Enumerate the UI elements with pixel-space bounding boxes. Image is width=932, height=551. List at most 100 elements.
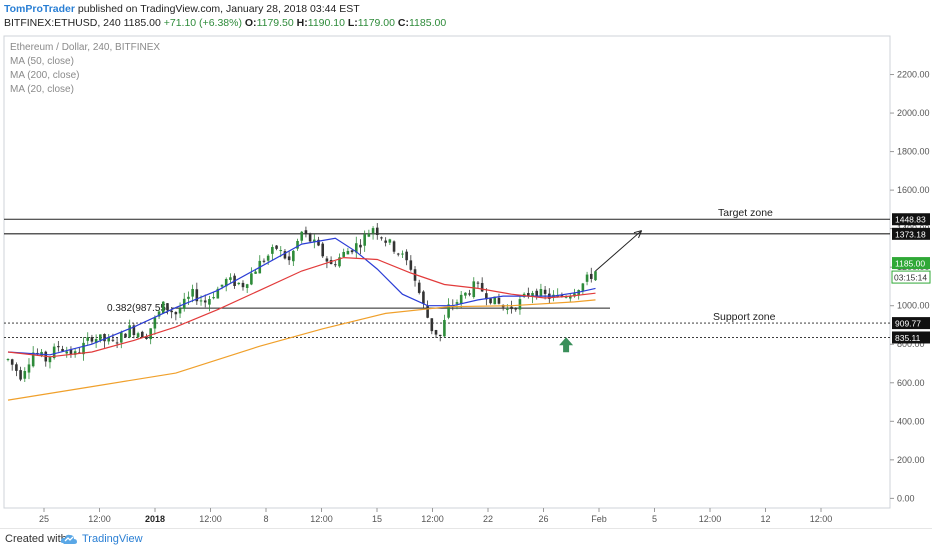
candle-body: [208, 299, 211, 305]
ma50-line: [7, 256, 596, 358]
candle-body: [23, 370, 27, 379]
price-chart[interactable]: 0.00200.00400.00600.00800.001000.001200.…: [0, 0, 932, 528]
candle-body: [354, 243, 358, 253]
candle-body: [380, 237, 383, 239]
candle-body: [455, 302, 459, 304]
candle-body: [271, 247, 274, 254]
zone-label: Target zone: [718, 207, 773, 219]
y-tick-label: 2200.00: [897, 70, 930, 80]
candle-body: [48, 356, 52, 363]
candle-body: [359, 244, 362, 248]
candle-body: [405, 251, 408, 261]
candle-body: [10, 359, 14, 365]
candle-body: [149, 328, 152, 340]
candle-body: [199, 300, 203, 302]
x-tick-label: 5: [652, 514, 657, 524]
footer-brand[interactable]: TradingView: [82, 533, 143, 545]
candle-body: [527, 293, 530, 297]
plot-area: [3, 35, 891, 509]
candle-body: [27, 364, 31, 373]
candle-body: [245, 284, 249, 288]
candle-body: [367, 233, 371, 237]
candle-body: [564, 296, 568, 298]
candle-body: [203, 300, 207, 303]
candle-body: [510, 306, 513, 310]
candle-body: [388, 239, 392, 243]
x-tick-label: 12:00: [421, 514, 444, 524]
candle-body: [69, 349, 73, 355]
close-value: 1185.00: [409, 17, 447, 29]
candle-body: [15, 364, 18, 371]
candle-body: [581, 283, 585, 291]
candle-body: [166, 303, 169, 311]
candle-body: [300, 231, 304, 241]
x-tick-label: 12:00: [810, 514, 833, 524]
candle-body: [594, 271, 597, 281]
candle-body: [438, 334, 442, 337]
candle-body: [472, 281, 476, 298]
candle-body: [568, 295, 572, 299]
countdown-tag: [891, 270, 931, 284]
candle-body: [216, 288, 220, 299]
high-label: H:: [296, 17, 308, 29]
y-tick-label: 800.00: [897, 339, 925, 349]
candle-body: [82, 342, 85, 355]
candle-body: [212, 297, 215, 299]
legend-ma50[interactable]: MA (50, close): [10, 56, 74, 67]
close-label: C:: [397, 17, 409, 29]
level-tag: [892, 213, 930, 226]
candle-body: [476, 282, 480, 284]
candle-body: [422, 291, 425, 304]
level-tag: [892, 227, 930, 240]
author-link[interactable]: TomProTrader: [4, 3, 75, 15]
candle-body: [417, 282, 421, 293]
projection-line: [595, 230, 642, 272]
candle-body: [447, 304, 450, 318]
candle-body: [241, 282, 245, 288]
candle-body: [283, 251, 287, 259]
arrow-up-right-icon: [633, 230, 643, 239]
tradingview-cloud-icon[interactable]: [60, 532, 78, 546]
candle-body: [396, 253, 400, 255]
candle-body: [468, 293, 471, 295]
x-tick-label: 12: [760, 514, 770, 524]
candle-body: [220, 284, 224, 287]
candle-body: [19, 370, 22, 380]
y-tick-label: 1000.00: [897, 301, 930, 311]
candle-body: [350, 250, 354, 253]
candle-body: [86, 337, 90, 341]
legend-ma20[interactable]: MA (20, close): [10, 84, 74, 95]
candle-body: [266, 255, 270, 261]
candle-body: [589, 273, 593, 279]
candle-body: [262, 260, 266, 262]
y-tick-label: 0.00: [897, 493, 915, 503]
legend-ma200[interactable]: MA (200, close): [10, 70, 80, 81]
candle-body: [325, 258, 329, 262]
candle-body: [480, 282, 484, 292]
candle-body: [392, 241, 396, 252]
current-price-label: 1185.00: [895, 259, 925, 269]
candle-body: [518, 299, 522, 310]
open-value: 1179.50: [256, 17, 294, 29]
candle-body: [279, 250, 283, 252]
candle-body: [334, 264, 337, 266]
ma200-line: [7, 299, 596, 401]
y-tick-label: 1800.00: [897, 147, 930, 157]
candle-body: [485, 293, 488, 300]
zone-label: Support zone: [713, 311, 776, 323]
candle-body: [237, 282, 241, 285]
y-tick-label: 2000.00: [897, 108, 930, 118]
candle-body: [346, 250, 350, 255]
candle-body: [308, 233, 312, 242]
candle-body: [539, 289, 543, 296]
candle-body: [57, 346, 60, 348]
footer: Created with TradingView: [0, 528, 932, 551]
candle-body: [430, 318, 434, 332]
legend-title: Ethereum / Dollar, 240, BITFINEX: [10, 42, 161, 53]
candle-body: [174, 312, 178, 315]
candle-body: [124, 333, 127, 338]
x-tick-label: 12:00: [88, 514, 111, 524]
candle-body: [31, 352, 35, 367]
candle-body: [229, 277, 232, 280]
candle-body: [187, 296, 190, 299]
